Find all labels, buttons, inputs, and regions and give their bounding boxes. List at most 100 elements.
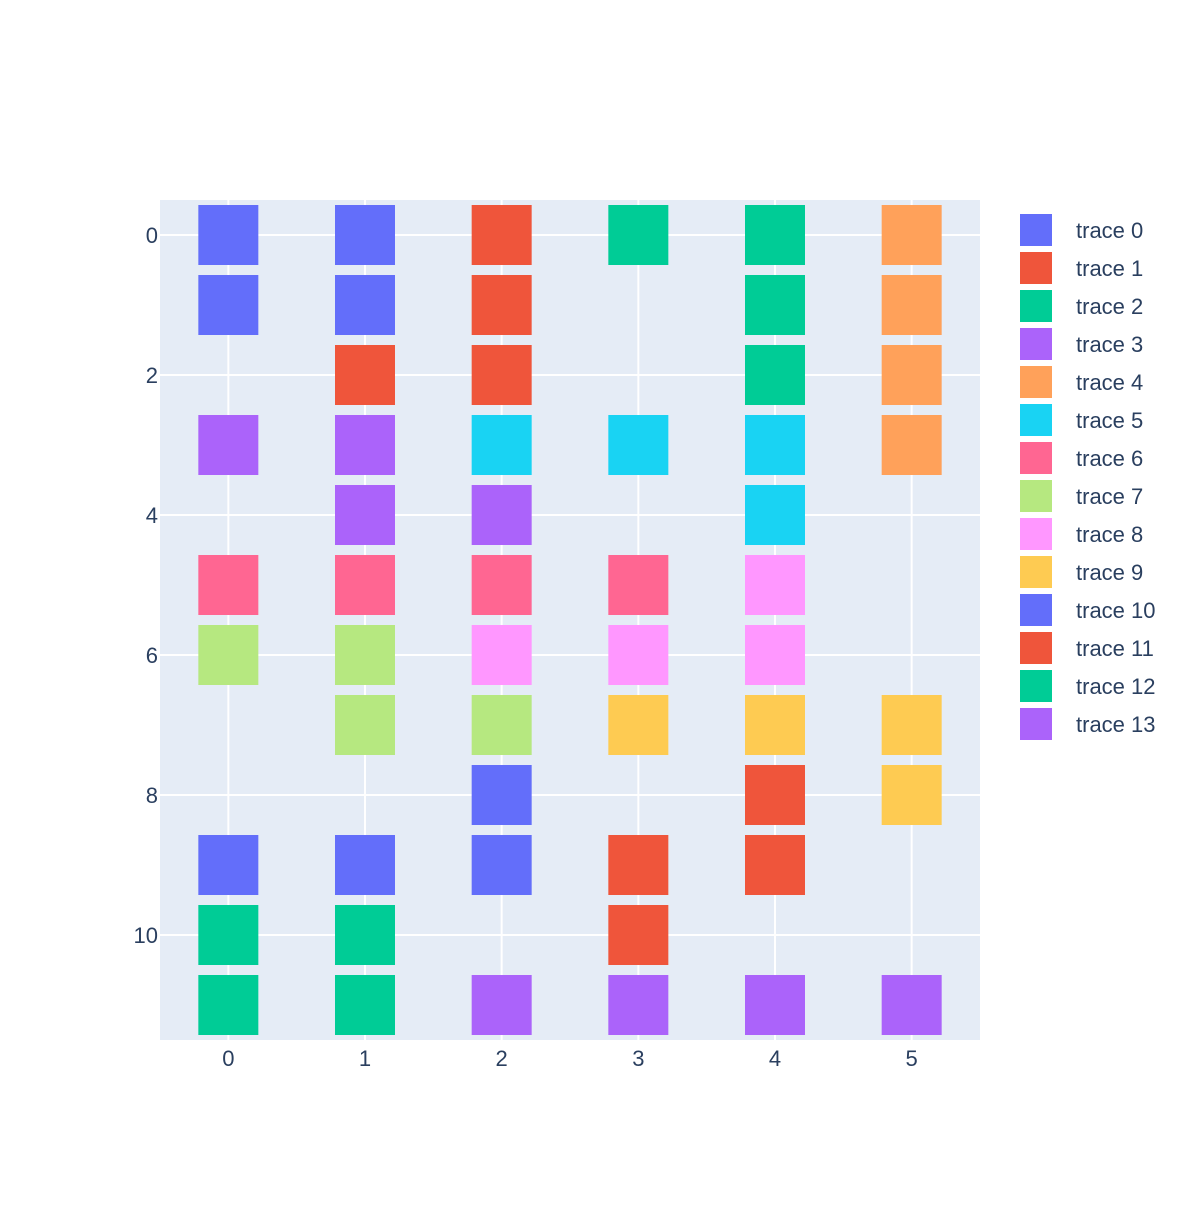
data-point[interactable]: [335, 835, 395, 895]
data-point[interactable]: [745, 415, 805, 475]
legend-item[interactable]: trace 1: [1020, 252, 1143, 284]
data-point[interactable]: [335, 205, 395, 265]
data-point[interactable]: [471, 555, 532, 615]
data-point[interactable]: [608, 205, 669, 265]
data-point[interactable]: [198, 975, 259, 1035]
data-point[interactable]: [608, 695, 669, 755]
grid-lines: [160, 200, 980, 1040]
data-point[interactable]: [471, 695, 532, 755]
legend-label: trace 5: [1076, 408, 1143, 433]
data-point[interactable]: [608, 835, 669, 895]
series-10: [198, 765, 532, 895]
data-point[interactable]: [335, 345, 395, 405]
data-point[interactable]: [471, 625, 532, 685]
data-point[interactable]: [881, 415, 942, 475]
data-point[interactable]: [335, 975, 395, 1035]
legend-swatch: [1020, 556, 1052, 588]
legend-item[interactable]: trace 4: [1020, 366, 1143, 398]
data-point[interactable]: [881, 275, 942, 335]
legend-swatch: [1020, 442, 1052, 474]
legend-item[interactable]: trace 0: [1020, 214, 1143, 246]
data-point[interactable]: [745, 205, 805, 265]
legend-item[interactable]: trace 6: [1020, 442, 1143, 474]
legend-label: trace 3: [1076, 332, 1143, 357]
data-point[interactable]: [608, 905, 669, 965]
data-point[interactable]: [745, 765, 805, 825]
series-4: [881, 205, 942, 475]
data-point[interactable]: [335, 695, 395, 755]
data-point[interactable]: [471, 765, 532, 825]
data-point[interactable]: [471, 275, 532, 335]
legend-swatch: [1020, 480, 1052, 512]
data-point[interactable]: [335, 275, 395, 335]
legend-item[interactable]: trace 12: [1020, 670, 1156, 702]
data-point[interactable]: [881, 765, 942, 825]
data-point[interactable]: [335, 625, 395, 685]
data-point[interactable]: [335, 485, 395, 545]
data-point[interactable]: [335, 415, 395, 475]
legend-item[interactable]: trace 8: [1020, 518, 1143, 550]
legend-swatch: [1020, 404, 1052, 436]
legend-label: trace 13: [1076, 712, 1156, 737]
legend[interactable]: trace 0 trace 1 trace 2 trace 3 trace 4 trace…: [1020, 214, 1156, 740]
data-point[interactable]: [471, 205, 532, 265]
legend-item[interactable]: trace 2: [1020, 290, 1143, 322]
data-point[interactable]: [471, 835, 532, 895]
legend-swatch: [1020, 594, 1052, 626]
y-tick-label: 0: [146, 223, 158, 248]
legend-swatch: [1020, 252, 1052, 284]
legend-label: trace 4: [1076, 370, 1143, 395]
legend-label: trace 2: [1076, 294, 1143, 319]
data-point[interactable]: [471, 415, 532, 475]
data-point[interactable]: [471, 345, 532, 405]
data-point[interactable]: [881, 975, 942, 1035]
legend-label: trace 12: [1076, 674, 1156, 699]
legend-label: trace 11: [1076, 636, 1154, 661]
data-point[interactable]: [198, 275, 259, 335]
data-point[interactable]: [335, 555, 395, 615]
data-point[interactable]: [198, 205, 259, 265]
y-tick-label: 8: [146, 783, 158, 808]
data-point[interactable]: [745, 485, 805, 545]
data-point[interactable]: [745, 625, 805, 685]
y-tick-label: 2: [146, 363, 158, 388]
series-11: [608, 765, 805, 965]
data-point[interactable]: [745, 835, 805, 895]
data-point[interactable]: [881, 205, 942, 265]
legend-swatch: [1020, 366, 1052, 398]
x-tick-label: 4: [769, 1046, 781, 1071]
data-point[interactable]: [745, 345, 805, 405]
data-point[interactable]: [471, 485, 532, 545]
data-point[interactable]: [198, 555, 259, 615]
series-7: [198, 625, 532, 755]
y-tick-label: 6: [146, 643, 158, 668]
data-point[interactable]: [745, 695, 805, 755]
data-point[interactable]: [198, 415, 259, 475]
data-point[interactable]: [608, 415, 669, 475]
legend-label: trace 9: [1076, 560, 1143, 585]
data-point[interactable]: [881, 695, 942, 755]
data-point[interactable]: [745, 555, 805, 615]
data-point[interactable]: [198, 905, 259, 965]
legend-label: trace 7: [1076, 484, 1143, 509]
data-point[interactable]: [745, 975, 805, 1035]
data-point[interactable]: [198, 835, 259, 895]
data-point[interactable]: [198, 625, 259, 685]
legend-item[interactable]: trace 13: [1020, 708, 1156, 740]
legend-item[interactable]: trace 7: [1020, 480, 1143, 512]
legend-item[interactable]: trace 9: [1020, 556, 1143, 588]
legend-item[interactable]: trace 10: [1020, 594, 1156, 626]
legend-item[interactable]: trace 11: [1020, 632, 1154, 664]
data-point[interactable]: [471, 975, 532, 1035]
legend-label: trace 0: [1076, 218, 1143, 243]
data-point[interactable]: [608, 625, 669, 685]
data-point[interactable]: [745, 275, 805, 335]
legend-item[interactable]: trace 5: [1020, 404, 1143, 436]
data-point[interactable]: [608, 975, 669, 1035]
data-point[interactable]: [335, 905, 395, 965]
series-8: [471, 555, 805, 685]
legend-item[interactable]: trace 3: [1020, 328, 1143, 360]
data-point[interactable]: [608, 555, 669, 615]
data-point[interactable]: [881, 345, 942, 405]
